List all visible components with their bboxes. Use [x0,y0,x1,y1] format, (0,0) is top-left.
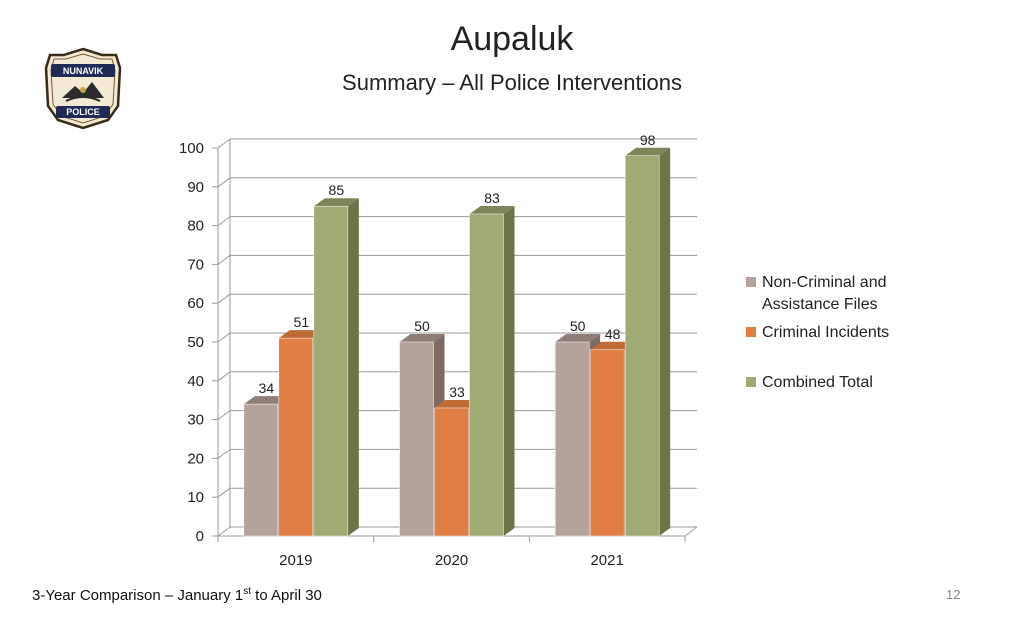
bar-side [503,205,515,536]
gridline-side [217,526,231,537]
bar-top [278,330,324,339]
bar-top [625,147,671,156]
gridline-side [217,410,231,421]
y-tick-label: 60 [187,295,204,312]
bar [554,341,590,537]
gridline-side [217,448,231,459]
y-tick-label: 70 [187,256,204,273]
bar-side [659,147,671,536]
bar-side [347,198,359,536]
gridline-side [217,177,231,188]
gridline-side [217,254,231,265]
logo-top-text: NUNAVIK [63,66,104,76]
legend-label-line-1: Non-Criminal and [762,274,887,291]
legend-label-combined: Combined Total [762,374,873,391]
y-tick-label: 0 [196,528,204,545]
data-label: 98 [640,132,656,148]
bar-top [313,198,359,207]
y-tick-label: 100 [179,140,204,157]
bar-top [399,334,445,342]
bar-top [434,399,480,408]
legend-label-criminal: Criminal Incidents [762,324,890,341]
bar [278,337,314,537]
bar [313,205,349,537]
data-label: 83 [484,190,500,206]
page-subtitle: Summary – All Police Interventions [342,70,682,95]
bar-top [590,341,636,350]
x-tick-label: 2019 [279,552,312,569]
gridline-side [217,293,231,304]
legend-swatch-non-criminal [746,277,756,287]
bar [243,403,279,537]
gridline-side [217,216,231,227]
data-label: 50 [570,318,586,334]
bar [434,407,469,537]
gridline-side [217,332,231,343]
x-tick-label: 2020 [435,552,468,569]
legend-swatch-combined [746,377,756,387]
data-label: 50 [414,318,430,334]
footer-prefix: 3-Year Comparison – January 1 [32,587,244,604]
floor-edge [684,526,698,537]
page-number: 12 [946,587,961,602]
legend-swatch-criminal [746,327,756,337]
page-title: Aupaluk [450,20,574,58]
logo-bottom-text: POLICE [66,107,100,117]
x-tick-label: 2021 [590,552,623,569]
data-label: 51 [294,314,310,330]
y-tick-label: 20 [187,450,204,467]
footer-caption: 3-Year Comparison – January 1st to April… [32,586,322,604]
bar-top [555,334,601,342]
bar-top [243,396,289,405]
police-badge-icon: NUNAVIK POLICE [44,47,122,130]
y-tick-label: 90 [187,179,204,196]
bar [469,213,504,537]
footer-suffix: to April 30 [251,587,322,604]
gridline-side [217,487,231,498]
data-label: 33 [449,384,465,400]
footer-sup: st [243,586,252,597]
bar [399,341,434,537]
y-tick-label: 40 [187,373,204,390]
y-tick-label: 80 [187,218,204,235]
gridline-side [217,138,231,149]
legend-label-line-2: Assistance Files [762,296,878,313]
gridline-side [217,371,231,382]
data-label: 34 [259,380,275,396]
y-tick-label: 50 [187,334,204,351]
y-tick-label: 30 [187,412,204,429]
legend-label-non-criminal: Non-Criminal and Assistance Files [762,272,887,316]
bar-top [469,205,515,214]
data-label: 85 [329,182,345,198]
y-tick-label: 10 [187,489,204,506]
bar [624,155,660,537]
data-label: 48 [605,326,621,342]
bar [589,349,625,537]
